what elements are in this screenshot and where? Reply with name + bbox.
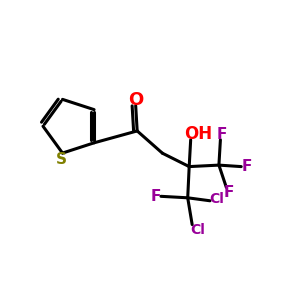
Text: F: F bbox=[217, 127, 227, 142]
Text: Cl: Cl bbox=[191, 223, 206, 237]
Text: S: S bbox=[56, 152, 67, 166]
Text: O: O bbox=[128, 91, 143, 109]
Text: F: F bbox=[224, 185, 234, 200]
Text: Cl: Cl bbox=[209, 192, 224, 206]
Text: OH: OH bbox=[184, 125, 212, 143]
Text: F: F bbox=[242, 159, 252, 174]
Text: F: F bbox=[150, 189, 161, 204]
